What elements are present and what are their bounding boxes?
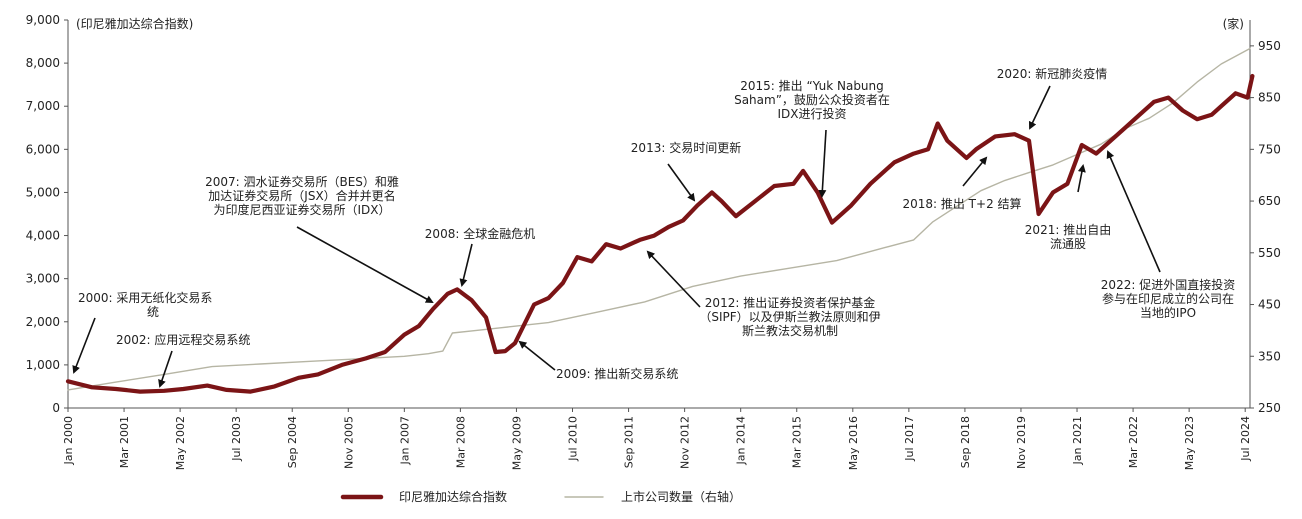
right-axis-title: (家)	[1223, 16, 1244, 31]
left-tick-label: 7,000	[26, 99, 60, 113]
annotation-a2002: 2002: 应用远程交易系统	[116, 332, 250, 388]
x-tick-label: Jan 2000	[62, 416, 75, 465]
right-tick-label: 250	[1258, 401, 1281, 415]
right-tick-label: 650	[1258, 194, 1281, 208]
x-tick-label: Mar 2015	[791, 416, 804, 468]
right-tick-label: 950	[1258, 39, 1281, 53]
annotation-text: 斯兰教法交易机制	[742, 323, 838, 338]
annotation-text: 流通股	[1050, 237, 1086, 251]
x-tick-label: May 2016	[847, 416, 860, 470]
annotation-text: 2007: 泗水证券交易所（BES）和雅	[205, 174, 399, 189]
annotation-a2009: 2009: 推出新交易系统	[518, 340, 678, 381]
annotation-arrow	[818, 129, 827, 198]
x-tick-label: Jul 2017	[903, 416, 916, 462]
x-tick-label: Jan 2007	[398, 416, 411, 465]
annotation-a2020: 2020: 新冠肺炎疫情	[997, 66, 1107, 130]
x-tick-label: Mar 2001	[118, 416, 131, 468]
x-tick-label: Sep 2004	[286, 416, 299, 468]
left-tick-label: 3,000	[26, 272, 60, 286]
x-tick-label: Jul 2003	[230, 416, 243, 462]
annotation-text: （SIPF）以及伊斯兰教法原则和伊	[699, 309, 880, 324]
annotation-arrow	[1077, 164, 1086, 193]
x-tick-label: Jan 2021	[1071, 416, 1084, 465]
annotation-text: 2008: 全球金融危机	[425, 226, 535, 241]
annotation-text: 参与在印尼成立的公司在	[1102, 291, 1234, 306]
left-tick-label: 1,000	[26, 358, 60, 372]
annotation-a2013: 2013: 交易时间更新	[631, 140, 741, 202]
annotation-text: 2018: 推出 T+2 结算	[902, 196, 1021, 211]
left-tick-label: 0	[52, 401, 60, 415]
annotation-text: 2015: 推出 “Yuk Nabung	[740, 79, 884, 93]
annotation-a2007: 2007: 泗水证券交易所（BES）和雅加达证券交易所（JSX）合并并更名为印度…	[205, 174, 434, 303]
left-tick-label: 8,000	[26, 56, 60, 70]
annotation-arrow	[158, 350, 173, 388]
left-axis-title: (印尼雅加达综合指数)	[76, 16, 193, 31]
x-tick-label: Nov 2019	[1015, 416, 1028, 469]
x-tick-label: Mar 2022	[1127, 416, 1140, 468]
legend-label: 上市公司数量（右轴）	[621, 489, 741, 504]
legend-label: 印尼雅加达综合指数	[399, 489, 507, 504]
annotation-arrow	[667, 163, 696, 202]
x-tick-label: May 2002	[174, 416, 187, 470]
annotation-text: 2002: 应用远程交易系统	[116, 332, 250, 347]
axes: 0 1,000 2,000 3,000 4,000 5,000 6,000 7,000 8,00…	[26, 13, 1281, 470]
annotation-a2012: 2012: 推出证券投资者保护基金（SIPF）以及伊斯兰教法原则和伊斯兰教法交易…	[646, 250, 881, 338]
annotation-arrow	[72, 317, 96, 374]
annotation-arrow	[646, 250, 701, 308]
left-tick-label: 5,000	[26, 185, 60, 199]
annotation-a2008: 2008: 全球金融危机	[425, 226, 535, 287]
annotation-a2015: 2015: 推出 “Yuk NabungSaham”，鼓励公众投资者在IDX进行…	[734, 79, 890, 198]
annotation-text: 2021: 推出自由	[1025, 223, 1111, 237]
left-tick-label: 4,000	[26, 229, 60, 243]
annotation-a2018: 2018: 推出 T+2 结算	[902, 156, 1022, 211]
annotation-text: 2020: 新冠肺炎疫情	[997, 66, 1107, 81]
x-tick-label: Jan 2014	[735, 416, 748, 465]
listed-companies-line	[67, 47, 1251, 391]
left-tick-label: 9,000	[26, 13, 60, 27]
x-tick-label: Jul 2024	[1239, 416, 1252, 462]
right-tick-label: 750	[1258, 142, 1281, 156]
x-tick-label: Jul 2010	[567, 416, 580, 462]
annotation-text: Saham”，鼓励公众投资者在	[734, 92, 890, 107]
annotation-text: 为印度尼西亚证券交易所（IDX）	[213, 202, 390, 217]
annotation-arrow	[518, 340, 556, 371]
x-tick-label: Mar 2008	[454, 416, 467, 468]
right-tick-label: 350	[1258, 349, 1281, 363]
jci-index-line	[65, 73, 1255, 394]
annotation-text: 2009: 推出新交易系统	[556, 366, 678, 381]
annotation-arrow	[1106, 150, 1161, 273]
right-tick-label: 450	[1258, 298, 1281, 312]
left-tick-label: 6,000	[26, 142, 60, 156]
x-tick-label: May 2023	[1183, 416, 1196, 470]
series-layer	[65, 47, 1255, 394]
annotation-text: 2000: 采用无纸化交易系	[78, 290, 212, 305]
right-tick-label: 550	[1258, 246, 1281, 260]
x-tick-label: May 2009	[510, 416, 523, 470]
annotation-text: 加达证券交易所（JSX）合并并更名	[208, 188, 395, 203]
annotation-arrow	[962, 156, 988, 187]
x-tick-label: Nov 2005	[342, 416, 355, 469]
annotation-arrow	[1028, 85, 1051, 130]
annotation-text: IDX进行投资	[777, 106, 846, 121]
right-tick-label: 850	[1258, 91, 1281, 105]
x-tick-label: Sep 2011	[623, 416, 636, 468]
annotation-text: 2022: 促进外国直接投资	[1101, 277, 1235, 292]
annotation-text: 2012: 推出证券投资者保护基金	[705, 295, 875, 310]
annotation-text: 2013: 交易时间更新	[631, 140, 741, 155]
x-tick-label: Nov 2012	[679, 416, 692, 469]
annotation-arrow	[459, 243, 473, 287]
annotation-arrow	[296, 226, 434, 303]
legend: 印尼雅加达综合指数 上市公司数量（右轴）	[340, 489, 741, 504]
annotation-text: 统	[147, 305, 159, 319]
left-tick-label: 2,000	[26, 315, 60, 329]
x-tick-label: Sep 2018	[959, 416, 972, 468]
annotation-text: 当地的IPO	[1140, 305, 1196, 320]
